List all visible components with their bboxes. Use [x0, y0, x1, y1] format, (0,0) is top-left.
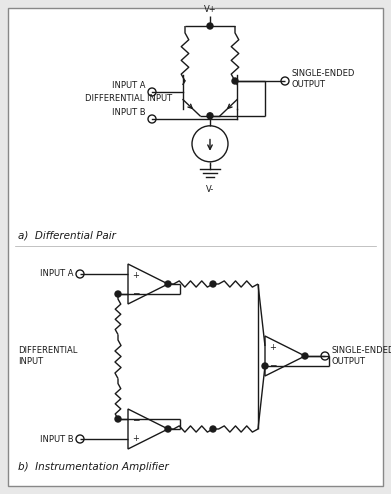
Circle shape — [115, 291, 121, 297]
Text: a)  Differential Pair: a) Differential Pair — [18, 230, 116, 240]
Text: INPUT A: INPUT A — [41, 270, 74, 279]
Circle shape — [207, 113, 213, 119]
Circle shape — [232, 78, 238, 84]
Text: −: − — [269, 361, 277, 370]
Text: V-: V- — [206, 185, 214, 194]
Circle shape — [262, 363, 268, 369]
Text: SINGLE-ENDED
OUTPUT: SINGLE-ENDED OUTPUT — [291, 69, 354, 89]
Circle shape — [165, 281, 171, 287]
Text: −: − — [132, 415, 140, 424]
Text: +: + — [269, 342, 276, 352]
Circle shape — [302, 353, 308, 359]
Text: −: − — [132, 288, 140, 297]
Text: DIFFERENTIAL
INPUT: DIFFERENTIAL INPUT — [18, 346, 77, 366]
Circle shape — [210, 426, 216, 432]
Text: INPUT A: INPUT A — [113, 81, 146, 90]
Text: INPUT B: INPUT B — [40, 435, 74, 444]
Circle shape — [210, 281, 216, 287]
Circle shape — [165, 426, 171, 432]
Text: V+: V+ — [204, 5, 216, 14]
Text: +: + — [133, 271, 140, 280]
Text: +: + — [133, 434, 140, 443]
Text: b)  Instrumentation Amplifier: b) Instrumentation Amplifier — [18, 462, 169, 472]
Circle shape — [115, 416, 121, 422]
Text: SINGLE-ENDED
OUTPUT: SINGLE-ENDED OUTPUT — [331, 346, 391, 366]
Circle shape — [207, 23, 213, 29]
Text: INPUT B: INPUT B — [112, 108, 146, 117]
Polygon shape — [8, 8, 383, 486]
Text: DIFFERENTIAL INPUT: DIFFERENTIAL INPUT — [85, 94, 172, 104]
